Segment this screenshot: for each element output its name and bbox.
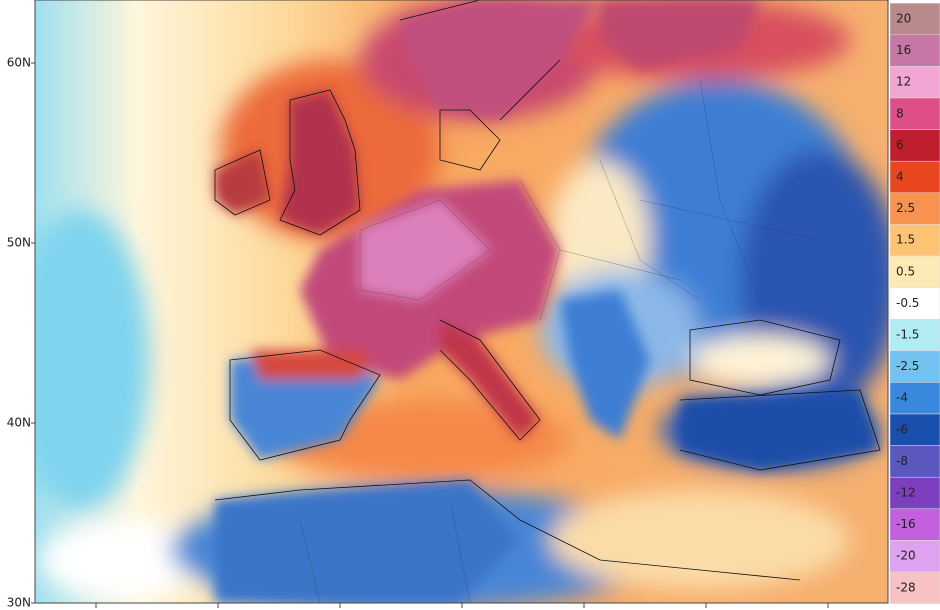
colorbar-label: 8	[896, 106, 904, 120]
colorbar-swatch	[889, 192, 940, 225]
colorbar: 20 16 12 8 6 4 2.5 1.5 0.5 -0.5 -1.5 -2.5 -4 -6 -8 -12 -…	[889, 2, 940, 604]
borders	[299, 79, 821, 603]
colorbar-swatch	[889, 97, 940, 130]
colorbar-label: 2.5	[896, 201, 915, 215]
colorbar-label: -1.5	[896, 328, 919, 342]
colorbar-label: -4	[896, 391, 908, 405]
colorbar-swatch	[889, 476, 940, 510]
colorbar-label: 0.5	[896, 264, 915, 278]
colorbar-swatch	[889, 508, 940, 541]
colorbar-swatch	[889, 160, 940, 194]
colorbar-label: -12	[896, 486, 916, 500]
colorbar-swatch	[889, 287, 940, 320]
colorbar-label: 6	[896, 138, 904, 152]
colorbar-label: 4	[896, 170, 904, 184]
colorbar-swatch	[889, 382, 940, 415]
colorbar-swatch	[889, 224, 940, 257]
colorbar-label: 20	[896, 12, 911, 26]
colorbar-swatch	[889, 540, 940, 573]
colorbar-swatch	[889, 255, 940, 288]
latitude-axis: 60N 50N 40N 30N	[7, 56, 35, 610]
colorbar-label: -8	[896, 454, 908, 468]
colorbar-swatch	[889, 129, 940, 162]
colorbar-label: -0.5	[896, 296, 919, 310]
colorbar-swatch	[889, 2, 940, 36]
latitude-label: 50N	[7, 236, 31, 250]
latitude-label: 40N	[7, 416, 31, 430]
colorbar-label: -20	[896, 549, 916, 563]
colorbar-swatch	[889, 571, 940, 604]
latitude-label: 30N	[7, 596, 31, 610]
colorbar-label: -16	[896, 517, 916, 531]
x-ticks	[95, 603, 829, 608]
colorbar-label: 1.5	[896, 233, 915, 247]
latitude-label: 60N	[7, 56, 31, 70]
colorbar-label: -2.5	[896, 359, 919, 373]
colorbar-label: 12	[896, 75, 911, 89]
land-anomalies	[215, 0, 880, 603]
map-area	[35, 0, 888, 603]
coastlines	[214, 0, 881, 581]
colorbar-swatch	[889, 413, 940, 446]
colorbar-swatch	[889, 34, 940, 67]
colorbar-swatch	[889, 445, 940, 478]
colorbar-swatch	[889, 350, 940, 383]
colorbar-label: -6	[896, 422, 908, 436]
colorbar-label: 16	[896, 43, 911, 57]
colorbar-label: -28	[896, 580, 916, 594]
